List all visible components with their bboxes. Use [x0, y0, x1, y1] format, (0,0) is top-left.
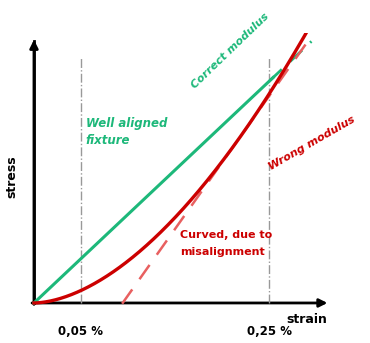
Text: Wrong modulus: Wrong modulus: [267, 115, 357, 172]
Text: misalignment: misalignment: [180, 247, 265, 257]
Text: Curved, due to: Curved, due to: [180, 230, 272, 240]
Text: strain: strain: [286, 313, 327, 326]
Text: 0,25 %: 0,25 %: [247, 325, 292, 338]
Text: Well aligned: Well aligned: [86, 117, 167, 130]
Text: Correct modulus: Correct modulus: [189, 11, 270, 90]
Text: fixture: fixture: [86, 134, 130, 147]
Text: 0,05 %: 0,05 %: [58, 325, 104, 338]
Text: stress: stress: [5, 155, 18, 198]
